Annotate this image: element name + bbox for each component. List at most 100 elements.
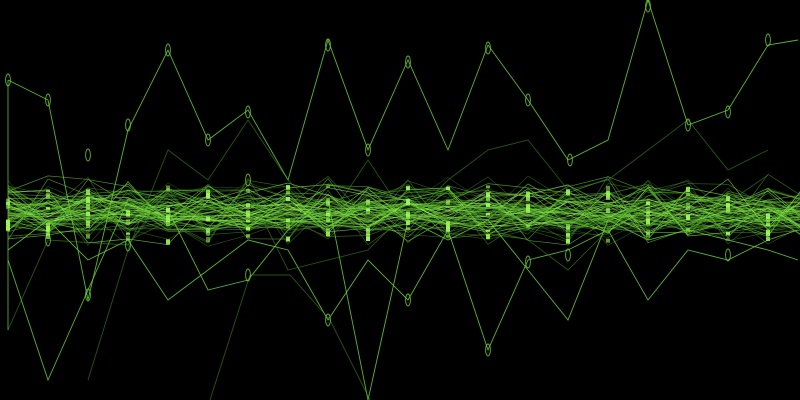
- column-node: [646, 218, 650, 225]
- loop-ornament: [85, 148, 91, 162]
- wave-line: [7, 199, 800, 233]
- column-node: [6, 224, 10, 230]
- column-node: [166, 239, 170, 245]
- column-node: [286, 185, 290, 190]
- column-node: [86, 197, 90, 203]
- loop-ornament: [725, 248, 731, 262]
- column-node: [206, 237, 210, 243]
- loop-ornament: [567, 153, 573, 167]
- column-node: [86, 220, 90, 226]
- column-node: [46, 222, 50, 227]
- column-node: [46, 234, 50, 239]
- column-node: [686, 227, 690, 233]
- loop-ornament: [765, 33, 771, 47]
- column-node: [726, 231, 730, 235]
- column-node: [486, 212, 490, 216]
- column-node: [86, 217, 90, 223]
- column-node: [166, 185, 170, 192]
- column-node: [6, 228, 10, 232]
- column-node: [726, 196, 730, 202]
- column-node: [726, 238, 730, 241]
- column-node: [606, 238, 610, 243]
- column-node: [46, 232, 50, 236]
- column-node: [246, 234, 250, 238]
- column-node: [126, 236, 130, 241]
- column-node: [366, 229, 370, 235]
- column-node: [526, 224, 530, 229]
- loop-ornament: [5, 73, 11, 87]
- loop-ornament: [685, 118, 691, 132]
- column-node: [526, 191, 530, 198]
- column-node: [46, 189, 50, 193]
- column-node: [686, 202, 690, 209]
- column-node: [766, 229, 770, 233]
- loop-ornament: [725, 105, 731, 119]
- column-node: [766, 236, 770, 242]
- wave-line: [7, 186, 800, 239]
- column-node: [726, 207, 730, 213]
- column-node: [366, 236, 370, 242]
- column-node: [6, 202, 10, 205]
- column-node: [166, 218, 170, 223]
- loop-ornament: [645, 0, 651, 13]
- column-node: [446, 199, 450, 205]
- column-node: [166, 214, 170, 220]
- column-node: [526, 195, 530, 201]
- column-node: [566, 239, 570, 244]
- loop-ornament: [525, 255, 531, 269]
- column-node: [6, 204, 10, 209]
- column-node: [486, 234, 490, 240]
- column-node: [406, 220, 410, 226]
- column-node: [526, 208, 530, 213]
- column-node: [646, 211, 650, 217]
- column-node: [486, 195, 490, 201]
- column-node: [406, 214, 410, 220]
- column-node: [326, 198, 330, 204]
- column-node: [246, 189, 250, 193]
- column-node: [326, 185, 330, 189]
- column-node: [406, 186, 410, 190]
- column-node: [646, 201, 650, 206]
- column-node: [6, 219, 10, 225]
- column-node: [606, 185, 610, 190]
- column-node: [206, 193, 210, 199]
- column-node: [606, 207, 610, 214]
- column-node: [766, 231, 770, 236]
- column-node: [446, 234, 450, 238]
- spike-line: [7, 219, 799, 352]
- column-node: [766, 213, 770, 219]
- column-node: [566, 233, 570, 239]
- column-node: [86, 203, 90, 210]
- column-node: [6, 198, 10, 204]
- column-node: [326, 231, 330, 237]
- column-node: [86, 223, 90, 228]
- loop-ornament: [405, 293, 411, 307]
- column-node: [366, 199, 370, 205]
- column-node: [326, 210, 330, 215]
- loop-ornament: [565, 248, 571, 262]
- column-node: [286, 190, 290, 195]
- column-node: [126, 219, 130, 225]
- column-node: [686, 193, 690, 196]
- spike-line: [209, 274, 371, 400]
- spike-line: [7, 0, 799, 301]
- column-node: [446, 221, 450, 228]
- column-node: [206, 228, 210, 234]
- column-node: [246, 203, 250, 208]
- column-node: [286, 223, 290, 229]
- column-node: [446, 186, 450, 191]
- loop-ornament: [325, 313, 331, 327]
- column-node: [366, 233, 370, 238]
- loop-ornament: [205, 133, 211, 147]
- column-node: [526, 203, 530, 207]
- column-node: [566, 226, 570, 232]
- wave-line: [7, 192, 800, 231]
- column-node: [166, 220, 170, 226]
- loop-ornament: [485, 343, 491, 357]
- column-node: [686, 207, 690, 211]
- loop-ornament: [485, 41, 491, 55]
- column-node: [286, 196, 290, 202]
- column-node: [686, 187, 690, 190]
